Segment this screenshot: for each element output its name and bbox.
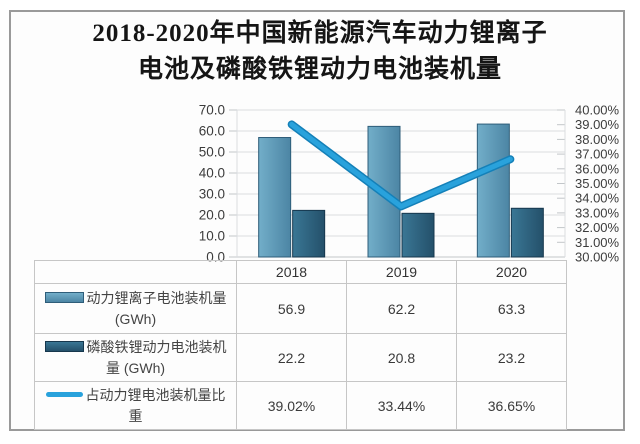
table-header-row: 2018 2019 2020 bbox=[34, 260, 567, 284]
legend-cell-share: 占动力锂电池装机量比 重 bbox=[34, 381, 237, 430]
value-share-2020: 36.65% bbox=[456, 381, 567, 430]
bar-lfp-2018 bbox=[292, 209, 326, 258]
legend-label-lfp-line2: 量 (GWh) bbox=[105, 359, 166, 376]
bar-lfp-2020 bbox=[510, 207, 544, 258]
year-header-2019: 2019 bbox=[346, 260, 457, 284]
right-axis-tick-label: 35.00% bbox=[575, 176, 620, 191]
value-share-2019: 33.44% bbox=[346, 381, 457, 430]
right-axis-tick-label: 37.00% bbox=[575, 147, 620, 162]
right-axis-tick-label: 31.00% bbox=[575, 235, 620, 250]
right-axis-tick-label: 34.00% bbox=[575, 191, 620, 206]
value-lithium-2018: 56.9 bbox=[236, 283, 347, 334]
legend-label-lithium-line1: 动力锂离子电池装机量 bbox=[86, 289, 227, 306]
right-axis-tick-label: 33.00% bbox=[575, 205, 620, 220]
left-axis-tick-label: 10.0 bbox=[199, 229, 225, 244]
table-row-lithium: 动力锂离子电池装机量 (GWh) 56.9 62.2 63.3 bbox=[34, 283, 567, 334]
bar-lithium-2020 bbox=[476, 123, 510, 258]
value-lithium-2019: 62.2 bbox=[346, 283, 457, 334]
right-axis-tick-label: 39.00% bbox=[575, 117, 620, 132]
value-lfp-2020: 23.2 bbox=[456, 333, 567, 382]
legend-swatch-lfp-bar bbox=[44, 341, 84, 353]
bar-lithium-2018 bbox=[258, 137, 292, 258]
right-axis-tick-label: 30.00% bbox=[575, 250, 620, 265]
left-axis-tick-label: 30.0 bbox=[199, 187, 225, 202]
table-row-share: 占动力锂电池装机量比 重 39.02% 33.44% 36.65% bbox=[34, 381, 567, 430]
chart-title-line2: 电池及磷酸铁锂动力电池装机量 bbox=[137, 56, 502, 83]
chart-title: 2018-2020年中国新能源汽车动力锂离子 电池及磷酸铁锂动力电池装机量 bbox=[10, 16, 630, 88]
left-axis-tick-label: 50.0 bbox=[199, 145, 225, 160]
right-axis-tick-label: 32.00% bbox=[575, 220, 620, 235]
left-axis-tick-label: 40.0 bbox=[199, 166, 225, 181]
right-axis-tick-label: 40.00% bbox=[575, 103, 620, 118]
year-header-2018: 2018 bbox=[236, 260, 347, 284]
bar-lithium-2019 bbox=[367, 125, 401, 258]
legend-label-lfp-line1: 磷酸铁锂动力电池装机 bbox=[86, 338, 227, 355]
value-lfp-2019: 20.8 bbox=[346, 333, 457, 382]
year-header-2020: 2020 bbox=[456, 260, 567, 284]
legend-swatch-share-line bbox=[45, 392, 83, 398]
legend-cell-lfp: 磷酸铁锂动力电池装机 量 (GWh) bbox=[34, 333, 237, 382]
legend-label-lithium-line2: (GWh) bbox=[114, 310, 157, 327]
value-share-2018: 39.02% bbox=[236, 381, 347, 430]
share-trend-line bbox=[289, 121, 513, 209]
value-lithium-2020: 63.3 bbox=[456, 283, 567, 334]
legend-cell-lithium: 动力锂离子电池装机量 (GWh) bbox=[34, 283, 237, 334]
value-lfp-2018: 22.2 bbox=[236, 333, 347, 382]
table-row-lfp: 磷酸铁锂动力电池装机 量 (GWh) 22.2 20.8 23.2 bbox=[34, 333, 567, 382]
legend-label-share-line2: 重 bbox=[128, 407, 143, 424]
right-axis-tick-label: 36.00% bbox=[575, 161, 620, 176]
legend-label-share-line1: 占动力锂电池装机量比 bbox=[85, 386, 226, 403]
table-blank-cell bbox=[34, 260, 237, 284]
data-table: 2018 2019 2020 动力锂离子电池装机量 (GWh) 56.9 62.… bbox=[34, 260, 567, 430]
bar-lfp-2019 bbox=[401, 212, 435, 258]
chart-title-line1: 2018-2020年中国新能源汽车动力锂离子 bbox=[92, 20, 548, 47]
legend-swatch-lithium-bar bbox=[44, 292, 84, 304]
right-axis-tick-label: 38.00% bbox=[575, 132, 620, 147]
left-axis-tick-label: 60.0 bbox=[199, 124, 225, 139]
left-axis-tick-label: 70.0 bbox=[199, 103, 225, 118]
left-axis-tick-label: 20.0 bbox=[199, 208, 225, 223]
chart-canvas: 70.060.050.040.030.020.010.00.040.00%39.… bbox=[199, 103, 620, 265]
